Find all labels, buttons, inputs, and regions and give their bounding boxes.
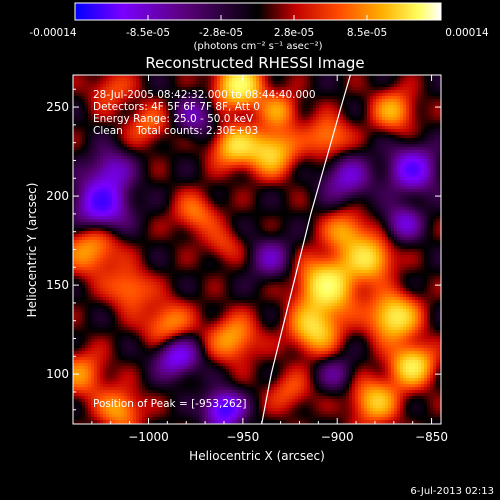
info-clean-counts: Clean Total counts: 2.30E+03 [93,125,258,137]
y-tick-label: 250 [46,100,69,114]
x-tick-label: −900 [321,430,354,444]
colorbar-unit-label: (photons cm⁻² s⁻¹ asec⁻²) [193,41,322,52]
y-axis: 100 150 200 250 [46,88,441,411]
colorbar-tick-label: -0.00014 [29,27,77,39]
y-tick-label: 100 [46,367,69,381]
colorbar [74,2,442,21]
solar-limb-curve [261,75,351,424]
colorbar-tick-label: 8.5e-05 [347,27,387,39]
colorbar-tick-label: 2.8e-05 [274,27,314,39]
colorbar-tick-label: -8.5e-05 [126,27,170,39]
x-tick-label: −950 [226,430,259,444]
heatmap-image [73,75,441,424]
observation-info: 28-Jul-2005 08:42:32.000 to 08:44:40.000… [93,89,316,137]
x-axis-label: Heliocentric X (arcsec) [189,449,325,463]
info-detectors: Detectors: 4F 5F 6F 7F 8F, Att 0 [93,101,260,113]
y-tick-label: 200 [46,189,69,203]
colorbar-tick-label: -2.8e-05 [199,27,243,39]
y-tick-label: 150 [46,278,69,292]
y-axis-label: Heliocentric Y (arcsec) [25,183,39,318]
peak-position-label: Position of Peak = [-953,262] [93,398,247,410]
info-time-range: 28-Jul-2005 08:42:32.000 to 08:44:40.000 [93,89,316,101]
x-axis: −1000 −950 −900 −850 [91,75,448,444]
chart-title: Reconstructed RHESSI Image [145,54,364,72]
x-tick-label: −1000 [128,430,169,444]
colorbar-ticks [74,15,442,20]
info-energy-range: Energy Range: 25.0 - 50.0 keV [93,113,254,125]
x-tick-label: −850 [415,430,448,444]
colorbar-tick-label: 0.00014 [445,27,489,39]
footer-timestamp: 6-Jul-2013 02:13 [410,486,494,497]
